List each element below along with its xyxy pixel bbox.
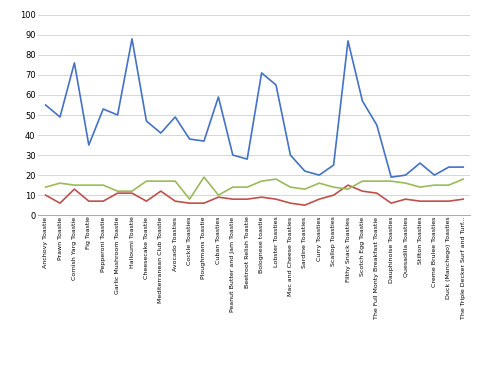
Social bbox=[57, 201, 63, 206]
Social bbox=[244, 197, 250, 201]
Most views bbox=[57, 115, 63, 119]
Most views bbox=[201, 139, 207, 143]
Tastappeal bbox=[72, 183, 77, 187]
Social bbox=[360, 189, 365, 193]
Social bbox=[144, 199, 149, 203]
Most views bbox=[403, 173, 408, 177]
Most views bbox=[72, 61, 77, 65]
Tastappeal bbox=[100, 183, 106, 187]
Most views bbox=[388, 175, 394, 179]
Most views bbox=[446, 165, 452, 169]
Tastappeal bbox=[288, 185, 293, 189]
Line: Tastappeal: Tastappeal bbox=[46, 177, 463, 199]
Social bbox=[331, 193, 336, 197]
Tastappeal bbox=[144, 179, 149, 183]
Most views bbox=[316, 173, 322, 177]
Tastappeal bbox=[216, 193, 221, 197]
Most views bbox=[158, 131, 164, 135]
Social bbox=[288, 201, 293, 206]
Most views bbox=[43, 103, 48, 107]
Social bbox=[259, 195, 264, 199]
Tastappeal bbox=[201, 175, 207, 179]
Tastappeal bbox=[345, 187, 351, 191]
Social bbox=[201, 201, 207, 206]
Most views bbox=[331, 163, 336, 167]
Tastappeal bbox=[86, 183, 92, 187]
Social bbox=[432, 199, 437, 203]
Social bbox=[172, 199, 178, 203]
Most views bbox=[144, 119, 149, 123]
Most views bbox=[259, 71, 264, 75]
Tastappeal bbox=[129, 189, 135, 193]
Social bbox=[417, 199, 423, 203]
Line: Social: Social bbox=[46, 185, 463, 205]
Tastappeal bbox=[446, 183, 452, 187]
Most views bbox=[302, 169, 308, 173]
Most views bbox=[230, 153, 236, 157]
Tastappeal bbox=[158, 179, 164, 183]
Social bbox=[388, 201, 394, 206]
Social bbox=[100, 199, 106, 203]
Most views bbox=[100, 107, 106, 111]
Most views bbox=[273, 83, 279, 87]
Social bbox=[345, 183, 351, 187]
Tastappeal bbox=[403, 181, 408, 186]
Tastappeal bbox=[187, 197, 192, 201]
Most views bbox=[417, 161, 423, 165]
Social bbox=[129, 191, 135, 196]
Most views bbox=[187, 137, 192, 141]
Social bbox=[43, 193, 48, 197]
Tastappeal bbox=[230, 185, 236, 189]
Tastappeal bbox=[374, 179, 380, 183]
Tastappeal bbox=[417, 185, 423, 189]
Tastappeal bbox=[115, 189, 120, 193]
Most views bbox=[86, 143, 92, 147]
Tastappeal bbox=[172, 179, 178, 183]
Most views bbox=[460, 165, 466, 169]
Most views bbox=[288, 153, 293, 157]
Social bbox=[86, 199, 92, 203]
Social bbox=[403, 197, 408, 201]
Most views bbox=[115, 113, 120, 117]
Social bbox=[72, 187, 77, 191]
Tastappeal bbox=[244, 185, 250, 189]
Social bbox=[187, 201, 192, 206]
Social bbox=[446, 199, 452, 203]
Line: Most views: Most views bbox=[46, 39, 463, 177]
Tastappeal bbox=[273, 177, 279, 181]
Most views bbox=[374, 123, 380, 127]
Social bbox=[460, 197, 466, 201]
Tastappeal bbox=[331, 185, 336, 189]
Tastappeal bbox=[460, 177, 466, 181]
Most views bbox=[129, 37, 135, 41]
Most views bbox=[244, 157, 250, 161]
Most views bbox=[216, 95, 221, 99]
Social bbox=[115, 191, 120, 196]
Tastappeal bbox=[43, 185, 48, 189]
Social bbox=[316, 197, 322, 201]
Tastappeal bbox=[360, 179, 365, 183]
Social bbox=[216, 195, 221, 199]
Tastappeal bbox=[432, 183, 437, 187]
Social bbox=[158, 189, 164, 193]
Social bbox=[374, 191, 380, 196]
Most views bbox=[345, 39, 351, 43]
Most views bbox=[172, 115, 178, 119]
Social bbox=[230, 197, 236, 201]
Tastappeal bbox=[57, 181, 63, 186]
Tastappeal bbox=[259, 179, 264, 183]
Most views bbox=[432, 173, 437, 177]
Most views bbox=[360, 99, 365, 103]
Social bbox=[302, 203, 308, 207]
Social bbox=[273, 197, 279, 201]
Tastappeal bbox=[388, 179, 394, 183]
Tastappeal bbox=[316, 181, 322, 186]
Tastappeal bbox=[302, 187, 308, 191]
